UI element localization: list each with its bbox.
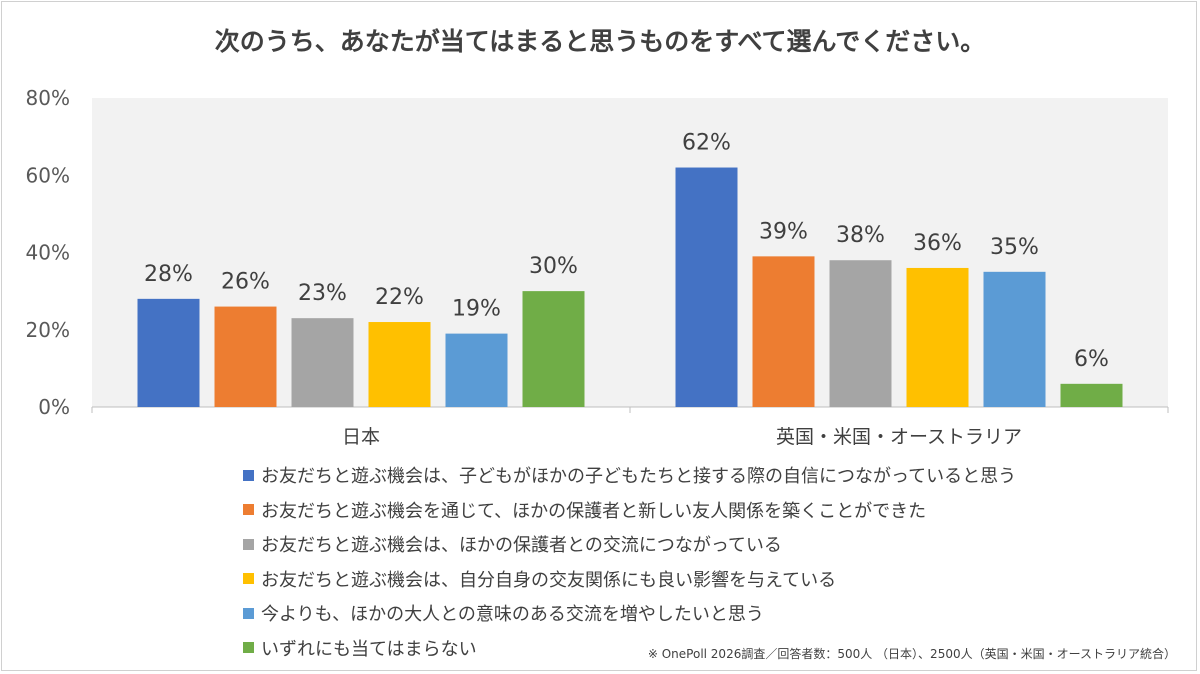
y-tick-label: 80% xyxy=(26,86,70,110)
data-label: 19% xyxy=(452,297,501,322)
data-label: 28% xyxy=(144,262,193,287)
footnote: ※ OnePoll 2026調査／回答者数：500人 （日本）、2500人（英国… xyxy=(647,647,1176,661)
legend-label: いずれにも当てはまらない xyxy=(261,638,477,660)
legend-swatch xyxy=(243,607,254,619)
bar xyxy=(675,167,738,407)
bar xyxy=(906,267,969,407)
x-category-label: 日本 xyxy=(342,426,380,448)
chart-legend: お友だちと遊ぶ機会は、子どもがほかの子どもたちと接する際の自信につながっていると… xyxy=(243,458,1016,665)
bar xyxy=(291,318,354,407)
data-label: 62% xyxy=(682,131,731,156)
bar xyxy=(1060,383,1123,407)
legend-item: お友だちと遊ぶ機会は、ほかの保護者との交流につながっている xyxy=(243,527,1016,562)
bar xyxy=(214,306,277,407)
y-tick-label: 40% xyxy=(26,241,70,265)
data-label: 22% xyxy=(375,285,424,310)
bar xyxy=(368,322,431,407)
data-label: 30% xyxy=(529,254,578,279)
legend-item: お友だちと遊ぶ機会を通じて、ほかの保護者と新しい友人関係を築くことができた xyxy=(243,493,1016,528)
y-tick-label: 60% xyxy=(26,163,70,187)
legend-label: お友だちと遊ぶ機会を通じて、ほかの保護者と新しい友人関係を築くことができた xyxy=(261,500,927,522)
bar xyxy=(752,256,815,407)
legend-swatch xyxy=(243,642,254,654)
legend-item: いずれにも当てはまらない xyxy=(243,631,1016,666)
legend-label: 今よりも、ほかの大人との意味のある交流を増やしたいと思う xyxy=(261,604,764,626)
legend-label: お友だちと遊ぶ機会は、子どもがほかの子どもたちと接する際の自信につながっていると… xyxy=(261,466,1017,488)
legend-swatch xyxy=(243,573,254,585)
bar xyxy=(983,271,1046,407)
legend-swatch xyxy=(243,469,254,481)
legend-item: 今よりも、ほかの大人との意味のある交流を増やしたいと思う xyxy=(243,596,1016,631)
bar xyxy=(522,291,585,407)
data-label: 36% xyxy=(913,231,962,256)
bar xyxy=(445,333,508,407)
legend-label: お友だちと遊ぶ機会は、ほかの保護者との交流につながっている xyxy=(261,535,782,557)
y-tick-label: 0% xyxy=(38,395,70,419)
legend-swatch xyxy=(243,538,254,550)
legend-swatch xyxy=(243,504,254,516)
data-label: 35% xyxy=(990,235,1039,260)
data-label: 39% xyxy=(759,219,808,244)
x-category-label: 英国・米国・オーストラリア xyxy=(776,426,1022,448)
y-tick-label: 20% xyxy=(26,318,70,342)
bar xyxy=(137,298,200,407)
data-label: 23% xyxy=(298,281,347,306)
data-label: 38% xyxy=(836,223,885,248)
legend-item: お友だちと遊ぶ機会は、自分自身の交友関係にも良い影響を与えている xyxy=(243,562,1016,597)
chart-title: 次のうち、あなたが当てはまると思うものをすべて選んでください。 xyxy=(214,27,986,56)
legend-item: お友だちと遊ぶ機会は、子どもがほかの子どもたちと接する際の自信につながっていると… xyxy=(243,458,1016,493)
legend-label: お友だちと遊ぶ機会は、自分自身の交友関係にも良い影響を与えている xyxy=(261,569,837,591)
data-label: 26% xyxy=(221,270,270,295)
bar xyxy=(829,260,892,407)
data-label: 6% xyxy=(1074,347,1109,372)
